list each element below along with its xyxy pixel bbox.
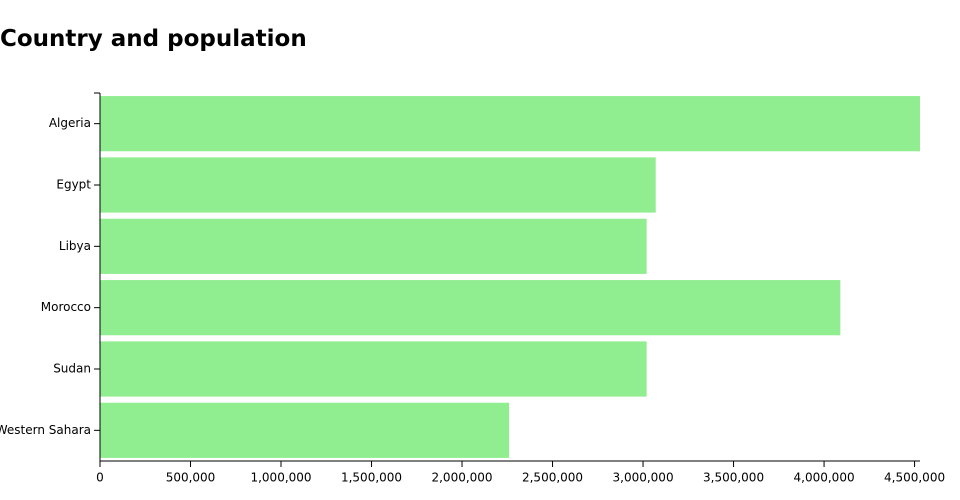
x-tick-label: 4,000,000	[794, 471, 855, 485]
y-tick-label: Morocco	[41, 300, 91, 314]
x-tick-label: 2,000,000	[431, 471, 492, 485]
x-tick-label: 3,000,000	[613, 471, 674, 485]
bar	[100, 96, 920, 152]
y-tick-label: Libya	[59, 239, 91, 253]
x-tick-label: 4,500,000	[884, 471, 945, 485]
x-tick-label: 0	[96, 471, 104, 485]
y-tick-label: Algeria	[49, 116, 91, 130]
y-tick-label: Sudan	[53, 362, 91, 376]
bar	[100, 157, 656, 213]
x-tick-label: 2,500,000	[522, 471, 583, 485]
x-tick-label: 500,000	[166, 471, 216, 485]
x-tick-label: 3,500,000	[703, 471, 764, 485]
bar	[100, 218, 647, 274]
chart-title: Country and population	[0, 26, 307, 52]
x-tick-label: 1,000,000	[250, 471, 311, 485]
x-tick-label: 1,500,000	[341, 471, 402, 485]
y-tick-label: Western Sahara	[0, 423, 91, 437]
bar	[100, 402, 510, 458]
bar	[100, 280, 841, 336]
y-tick-label: Egypt	[56, 178, 91, 192]
bar	[100, 341, 647, 397]
